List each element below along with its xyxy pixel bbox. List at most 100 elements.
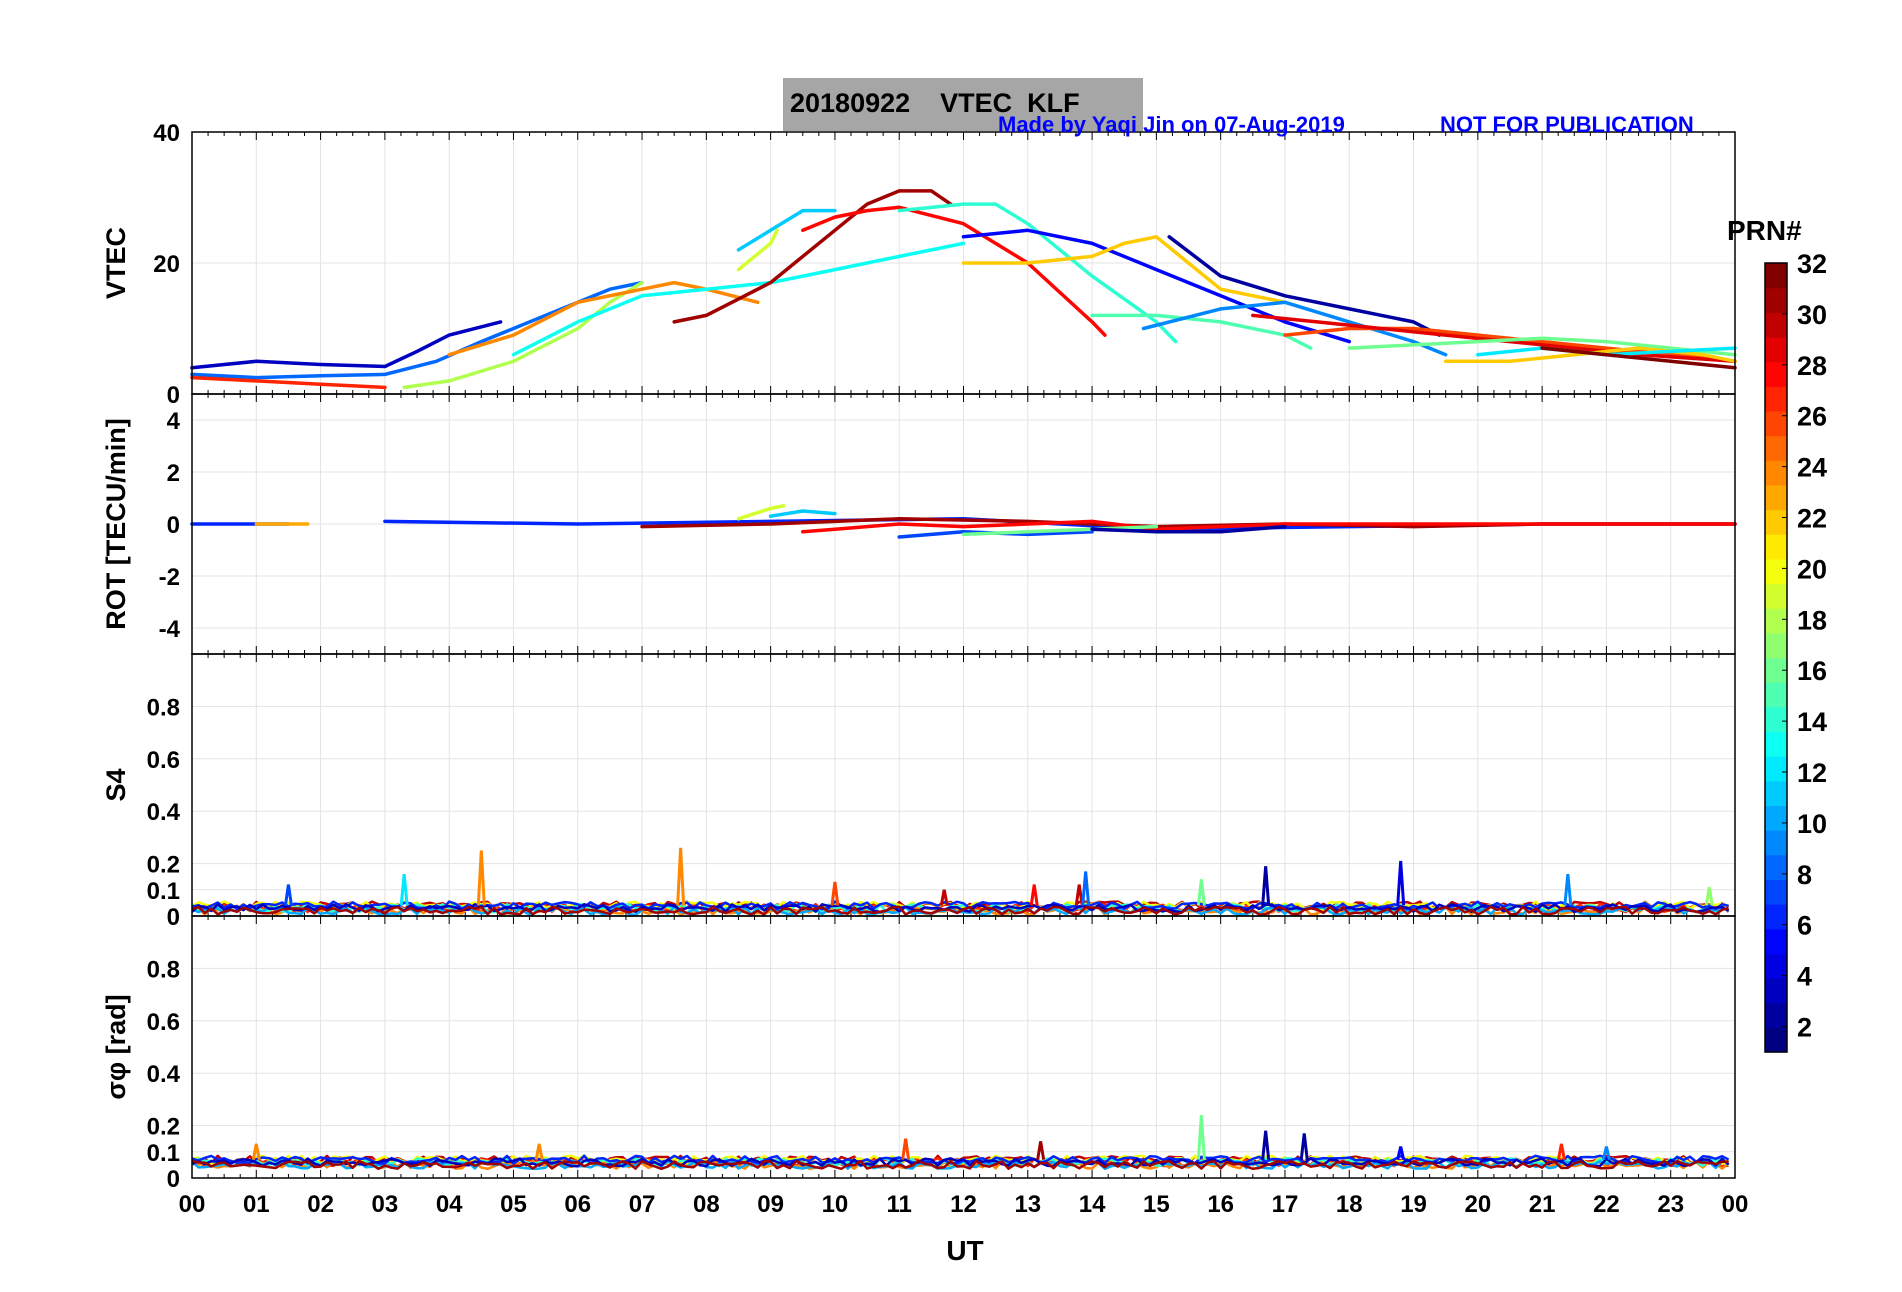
- spike-prn-16: [1196, 879, 1206, 906]
- chart-title: 20180922 VTEC KLF: [790, 88, 1080, 118]
- series-line-prn-19: [736, 228, 779, 272]
- spike-prn-2: [1261, 866, 1271, 906]
- x-axis-label: UT: [946, 1235, 983, 1266]
- x-tick-label: 15: [1143, 1191, 1170, 1218]
- x-tick-label: 13: [1014, 1191, 1041, 1218]
- y-tick-label: 0: [167, 1166, 180, 1193]
- colorbar-cell: [1765, 1027, 1787, 1053]
- spike-prn-12: [399, 873, 409, 906]
- baseline-noise-prn-6: [191, 900, 1729, 911]
- colorbar-tick-label: 22: [1797, 504, 1827, 534]
- colorbar-tick-label: 4: [1797, 962, 1812, 992]
- x-tick-label: 10: [822, 1191, 849, 1218]
- colorbar-tick-label: 26: [1797, 402, 1827, 432]
- series-line-prn-28: [801, 205, 1107, 337]
- colorbar-cell: [1765, 830, 1787, 856]
- y-tick-label: 0.6: [147, 1009, 180, 1036]
- x-tick-label: 16: [1207, 1191, 1234, 1218]
- series-line-prn-11: [768, 509, 837, 518]
- spike-prn-9: [1563, 873, 1573, 906]
- series-line-prn-7: [897, 530, 1094, 539]
- x-tick-label: 02: [307, 1191, 334, 1218]
- series-line-prn-28: [801, 519, 1737, 534]
- colorbar-tick-label: 14: [1797, 707, 1827, 737]
- spike-prn-2: [1299, 1133, 1309, 1160]
- colorbar-cell: [1765, 978, 1787, 1004]
- colorbar-cell: [1765, 756, 1787, 782]
- spike-prn-7: [283, 884, 293, 906]
- y-axis-label: VTEC: [101, 227, 131, 299]
- panel-s4: 00.10.2 0.4 0.6 0.8 S4: [101, 653, 1736, 931]
- series-line-prn-8: [190, 280, 644, 380]
- spike-prn-5: [1396, 1146, 1406, 1160]
- spike-prn-24: [534, 1143, 544, 1160]
- colorbar-tick-label: 30: [1797, 300, 1827, 330]
- colorbar-title: PRN#: [1727, 215, 1802, 246]
- series-line-prn-31: [672, 189, 953, 324]
- colorbar-cell: [1765, 657, 1787, 683]
- y-tick-label: 0.6: [147, 747, 180, 774]
- x-tick-label: 03: [372, 1191, 399, 1218]
- colorbar-cell: [1765, 682, 1787, 708]
- spike-prn-26: [830, 881, 840, 906]
- colorbar-tick-label: 28: [1797, 351, 1827, 381]
- y-axis-label: ROT [TECU/min]: [101, 418, 131, 629]
- colorbar-cell: [1765, 460, 1787, 486]
- y-axis-label: σφ [rad]: [101, 994, 131, 1099]
- y-tick-label: 0: [167, 382, 180, 409]
- spike-prn-4: [1396, 860, 1406, 906]
- series-line-prn-22: [1443, 346, 1737, 364]
- colorbar-cell: [1765, 336, 1787, 363]
- x-tick-label: 00: [179, 1191, 206, 1218]
- colorbar-cell: [1765, 435, 1787, 461]
- spike-prn-17: [1704, 886, 1714, 906]
- colorbar-cell: [1765, 780, 1787, 807]
- x-tick-label: 23: [1657, 1191, 1684, 1218]
- spike-prn-31: [1036, 1141, 1046, 1160]
- series-line-prn-22: [961, 235, 1287, 305]
- series-line-prn-16: [1347, 336, 1737, 357]
- x-tick-label: 07: [629, 1191, 656, 1218]
- colorbar-tick-label: 6: [1797, 911, 1812, 941]
- colorbar-cell: [1765, 361, 1787, 387]
- colorbar-tick-label: 2: [1797, 1013, 1812, 1043]
- series-line-prn-2: [1090, 524, 1287, 534]
- y-tick-label: 0: [167, 512, 180, 539]
- y-tick-label: 4: [167, 408, 181, 435]
- x-tick-label: 14: [1079, 1191, 1106, 1218]
- series-line-prn-15: [1090, 313, 1313, 350]
- colorbar-cell: [1765, 953, 1787, 979]
- colorbar-tick-label: 12: [1797, 758, 1827, 788]
- x-tick-label: 12: [950, 1191, 977, 1218]
- colorbar-cell: [1765, 1002, 1787, 1028]
- y-tick-label: 20: [153, 251, 180, 278]
- spike-prn-27: [1556, 1143, 1566, 1160]
- colorbar-cell: [1765, 410, 1787, 437]
- y-tick-label: 0.1: [147, 1140, 180, 1167]
- x-tick-label: 00: [1722, 1191, 1749, 1218]
- y-tick-label: 0: [167, 904, 180, 931]
- series-line-prn-27: [190, 375, 387, 390]
- colorbar-cell: [1765, 854, 1787, 881]
- baseline-noise-prn-6: [191, 1154, 1730, 1165]
- colorbar-tick-label: 16: [1797, 656, 1827, 686]
- colorbar-tick-label: 20: [1797, 554, 1827, 584]
- colorbar-cell: [1765, 583, 1787, 609]
- colorbar-cell: [1765, 484, 1787, 511]
- y-tick-label: -4: [159, 616, 181, 643]
- y-tick-label: -2: [159, 564, 180, 591]
- spike-prn-9: [1601, 1146, 1611, 1160]
- spike-prn-24: [676, 847, 686, 906]
- colorbar-cell: [1765, 534, 1787, 560]
- baseline-noise-prn-31: [191, 905, 1729, 916]
- colorbar-tick-label: 18: [1797, 605, 1827, 635]
- series-line-prn-13: [511, 241, 966, 357]
- colorbar-cell: [1765, 879, 1787, 905]
- spike-prn-2: [1261, 1130, 1271, 1160]
- x-tick-label: 17: [1272, 1191, 1299, 1218]
- baseline-noise-prn-31: [191, 1159, 1729, 1171]
- y-tick-label: 0.8: [147, 694, 180, 721]
- colorbar-cell: [1765, 312, 1787, 338]
